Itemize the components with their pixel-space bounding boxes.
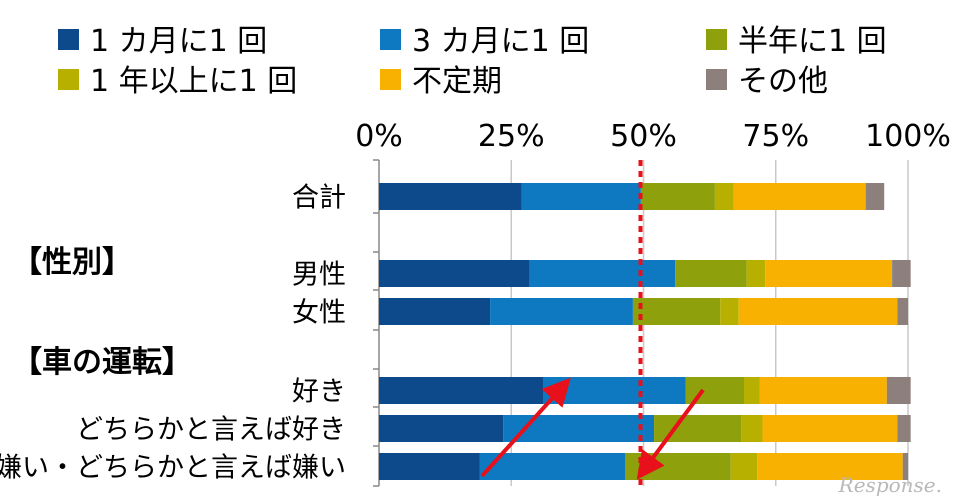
bar-segment	[741, 415, 763, 442]
bar-segment	[902, 453, 908, 480]
bar-segment	[379, 453, 480, 480]
annotations	[480, 160, 705, 486]
category-label: 男性	[292, 260, 346, 291]
bar-segment	[521, 183, 641, 210]
bar-segment	[379, 298, 491, 325]
category-label: どちらかと言えば好き	[76, 415, 346, 446]
group-label: 【車の運転】	[12, 345, 192, 380]
legend-label: 半年に1 回	[738, 24, 887, 59]
x-tick-label: 25%	[478, 119, 545, 154]
bar-segment	[865, 183, 885, 210]
bar-segment	[479, 453, 625, 480]
watermark: Response.	[838, 473, 942, 497]
bar-segment	[640, 183, 715, 210]
bar-segment	[714, 183, 734, 210]
bar-segment	[897, 298, 908, 325]
bar-segment	[379, 260, 530, 287]
bar-segment	[744, 377, 760, 404]
bar-segment	[542, 377, 686, 404]
bar-segment	[730, 453, 758, 480]
legend-label: その他	[738, 64, 828, 99]
bar-segment	[490, 298, 633, 325]
legend-swatch	[58, 29, 79, 50]
bar-segment	[379, 415, 504, 442]
x-tick-label: 100%	[865, 119, 951, 154]
legend-swatch	[380, 29, 401, 50]
category-label: 合計	[292, 183, 346, 214]
bar-segment	[733, 183, 866, 210]
legend: 1 カ月に1 回 3 カ月に1 回 半年に1 回 1 年以上に1 回 不定期 その他	[58, 24, 887, 99]
legend-label: 1 カ月に1 回	[90, 24, 267, 59]
category-label: 嫌い・どちらかと言えば嫌い	[0, 453, 346, 484]
bar-segment	[632, 298, 721, 325]
legend-label: 1 年以上に1 回	[90, 64, 297, 99]
x-tick-label: 75%	[742, 119, 809, 154]
bar-segment	[746, 260, 766, 287]
arrow-down-left	[636, 388, 705, 480]
legend-swatch	[706, 69, 727, 90]
x-tick-label: 0%	[355, 119, 403, 154]
bar-segment	[675, 260, 747, 287]
bar-segment	[379, 183, 522, 210]
x-tick-label: 50%	[610, 119, 677, 154]
legend-swatch	[58, 69, 79, 90]
legend-swatch	[380, 69, 401, 90]
legend-swatch	[706, 29, 727, 50]
bar-segment	[503, 415, 655, 442]
arrow-up-right	[480, 377, 571, 478]
bar-segment	[886, 377, 911, 404]
bar-segment	[892, 260, 911, 287]
bar-segment	[529, 260, 676, 287]
group-label: 【性別】	[12, 245, 132, 280]
category-label: 好き	[292, 377, 346, 408]
bar-segment	[762, 415, 898, 442]
x-axis: 0% 25% 50% 75% 100%	[355, 119, 951, 487]
bar-segment	[720, 298, 739, 325]
bar-segment	[738, 298, 898, 325]
category-label: 女性	[292, 298, 346, 329]
bars	[379, 183, 911, 480]
legend-label: 不定期	[412, 64, 502, 99]
bar-segment	[765, 260, 893, 287]
legend-label: 3 カ月に1 回	[412, 24, 589, 59]
bar-segment	[897, 415, 911, 442]
bar-segment	[757, 453, 903, 480]
bar-segment	[759, 377, 887, 404]
bar-segment	[379, 377, 543, 404]
